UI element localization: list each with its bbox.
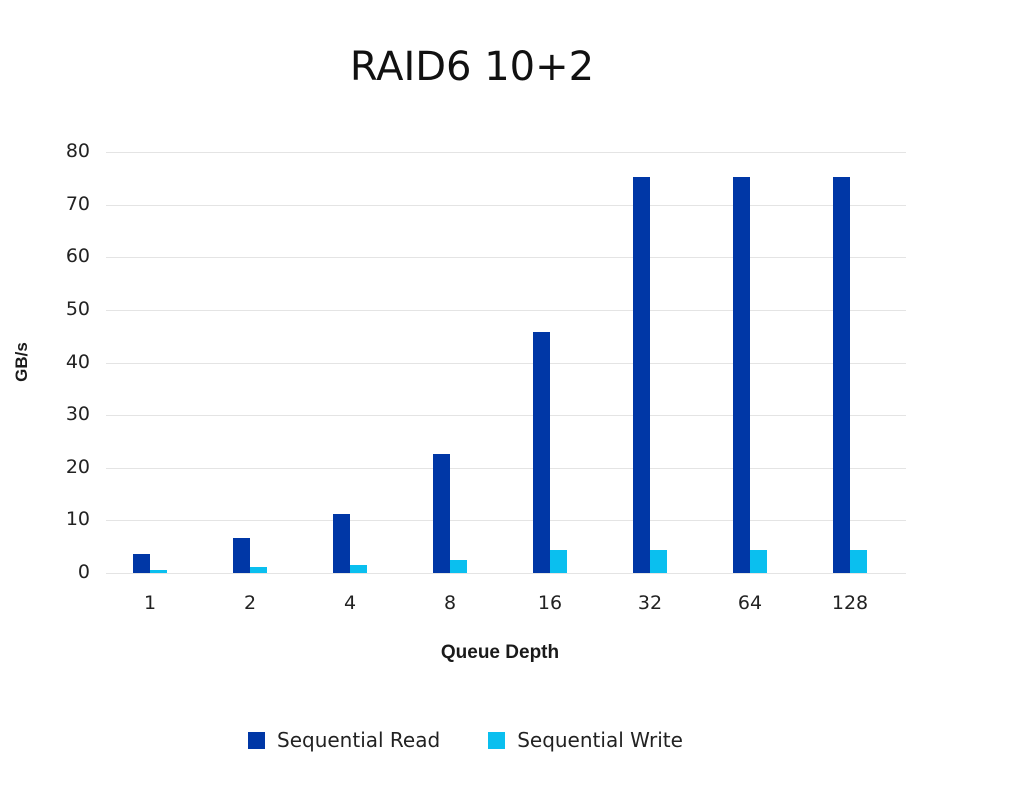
bar-sequential-write[interactable] xyxy=(650,550,667,573)
bar-sequential-write[interactable] xyxy=(850,550,867,573)
bar-sequential-read[interactable] xyxy=(233,538,250,573)
x-axis-label: Queue Depth xyxy=(440,642,560,663)
bar-sequential-read[interactable] xyxy=(133,554,150,573)
legend: Sequential Read Sequential Write xyxy=(248,728,731,752)
x-tick-label: 16 xyxy=(537,592,563,614)
bar-sequential-read[interactable] xyxy=(333,514,350,573)
x-tick-label: 64 xyxy=(737,592,763,614)
bar-sequential-read[interactable] xyxy=(733,176,750,573)
legend-item-write[interactable]: Sequential Write xyxy=(488,728,683,752)
bar-sequential-read[interactable] xyxy=(633,176,650,573)
bar-sequential-read[interactable] xyxy=(833,176,850,573)
legend-label-write: Sequential Write xyxy=(517,728,683,752)
y-tick-label: 40 xyxy=(65,350,90,373)
bar-sequential-write[interactable] xyxy=(350,565,367,573)
gridline xyxy=(106,573,906,574)
gridline xyxy=(106,309,906,311)
y-tick-label: 30 xyxy=(65,403,90,426)
bar-sequential-write[interactable] xyxy=(150,570,167,573)
y-axis-label: GB/s xyxy=(12,342,31,382)
legend-item-read[interactable]: Sequential Read xyxy=(248,728,440,752)
bar-sequential-read[interactable] xyxy=(433,454,450,573)
gridline xyxy=(106,415,906,417)
y-tick-label: 60 xyxy=(65,245,90,268)
y-tick-label: 10 xyxy=(65,508,90,531)
chart-title: RAID6 10+2 xyxy=(349,44,595,90)
gridline xyxy=(106,362,906,364)
bar-sequential-read[interactable] xyxy=(533,331,550,573)
bar-sequential-write[interactable] xyxy=(750,550,767,573)
bar-sequential-write[interactable] xyxy=(250,567,267,573)
gridline xyxy=(106,152,906,153)
y-tick-label: 0 xyxy=(77,561,90,583)
gridline xyxy=(106,467,906,469)
legend-swatch-read xyxy=(248,731,265,749)
gridline xyxy=(106,520,906,522)
bar-sequential-write[interactable] xyxy=(450,560,467,573)
x-tick-label: 4 xyxy=(343,592,357,614)
x-tick-label: 128 xyxy=(831,592,869,614)
y-tick-label: 80 xyxy=(65,140,90,162)
x-tick-label: 32 xyxy=(637,592,663,614)
legend-label-read: Sequential Read xyxy=(277,728,441,752)
gridline xyxy=(106,257,906,259)
y-tick-label: 20 xyxy=(65,455,90,478)
y-tick-label: 50 xyxy=(65,297,90,320)
legend-swatch-write xyxy=(488,731,506,749)
x-tick-label: 1 xyxy=(143,592,157,614)
x-tick-label: 8 xyxy=(443,592,457,614)
x-tick-label: 2 xyxy=(243,592,257,614)
plot-area xyxy=(106,152,906,574)
bar-sequential-write[interactable] xyxy=(550,550,567,573)
y-tick-label: 70 xyxy=(65,192,90,215)
gridline xyxy=(106,204,906,206)
